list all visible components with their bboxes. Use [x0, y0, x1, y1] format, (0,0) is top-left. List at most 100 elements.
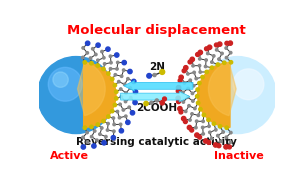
Circle shape [225, 126, 228, 129]
Circle shape [196, 53, 200, 57]
Circle shape [198, 81, 201, 85]
Circle shape [83, 126, 87, 129]
Circle shape [119, 129, 124, 133]
Circle shape [129, 87, 132, 89]
Circle shape [199, 71, 202, 73]
Circle shape [48, 67, 82, 101]
Circle shape [116, 68, 118, 70]
Circle shape [126, 120, 130, 125]
Circle shape [179, 110, 183, 114]
Circle shape [195, 77, 197, 80]
Circle shape [207, 118, 210, 122]
Circle shape [212, 122, 216, 125]
Circle shape [103, 63, 106, 65]
Circle shape [198, 64, 201, 67]
Circle shape [177, 100, 181, 104]
Circle shape [129, 97, 132, 99]
Circle shape [230, 131, 232, 134]
Circle shape [102, 141, 106, 145]
Circle shape [186, 96, 189, 98]
Circle shape [179, 75, 183, 79]
Circle shape [192, 100, 194, 102]
Circle shape [111, 136, 115, 140]
Wedge shape [198, 63, 230, 127]
Circle shape [93, 130, 96, 132]
Text: Inactive: Inactive [214, 150, 264, 160]
Circle shape [107, 122, 109, 125]
Circle shape [211, 137, 213, 140]
Circle shape [194, 107, 196, 110]
Circle shape [189, 119, 191, 121]
Circle shape [205, 59, 207, 61]
FancyArrow shape [124, 81, 193, 91]
Circle shape [113, 84, 117, 87]
Circle shape [187, 125, 192, 130]
Circle shape [207, 52, 209, 55]
Text: Reversing catalytic activity: Reversing catalytic activity [76, 137, 237, 147]
Circle shape [92, 144, 96, 148]
Text: 2N: 2N [149, 62, 165, 72]
Circle shape [113, 123, 115, 126]
Circle shape [189, 79, 192, 81]
Circle shape [118, 116, 121, 119]
Circle shape [81, 145, 85, 149]
Circle shape [190, 57, 194, 61]
Circle shape [86, 52, 88, 54]
Circle shape [191, 92, 194, 95]
Circle shape [183, 82, 186, 84]
Circle shape [113, 103, 117, 107]
Circle shape [132, 79, 136, 84]
Circle shape [109, 55, 112, 57]
Circle shape [86, 141, 89, 143]
Circle shape [82, 56, 84, 59]
Circle shape [153, 74, 156, 77]
Circle shape [96, 123, 99, 126]
Circle shape [37, 57, 114, 134]
Circle shape [229, 141, 232, 143]
Circle shape [181, 116, 186, 121]
Circle shape [182, 91, 184, 94]
Circle shape [222, 131, 224, 133]
Wedge shape [84, 63, 116, 127]
Circle shape [202, 113, 206, 117]
Circle shape [101, 50, 103, 53]
Circle shape [211, 61, 213, 63]
Circle shape [90, 136, 93, 138]
Circle shape [115, 53, 119, 57]
Circle shape [228, 145, 231, 149]
Circle shape [106, 129, 109, 131]
Circle shape [229, 61, 233, 64]
Circle shape [178, 107, 182, 111]
Text: Active: Active [50, 150, 89, 160]
Text: Molecular displacement: Molecular displacement [67, 24, 246, 37]
Circle shape [184, 66, 188, 70]
Circle shape [208, 125, 210, 127]
Circle shape [199, 108, 202, 111]
Circle shape [119, 103, 121, 106]
Circle shape [187, 87, 189, 90]
Circle shape [103, 57, 105, 59]
Circle shape [192, 84, 195, 87]
Circle shape [130, 111, 135, 115]
Circle shape [133, 90, 138, 94]
Circle shape [105, 136, 107, 138]
Circle shape [91, 48, 94, 50]
Circle shape [220, 140, 222, 143]
Circle shape [124, 100, 127, 103]
Circle shape [114, 97, 118, 100]
Circle shape [155, 99, 159, 102]
Circle shape [128, 106, 130, 108]
Circle shape [102, 119, 105, 123]
Circle shape [207, 45, 212, 50]
Circle shape [218, 125, 222, 128]
Circle shape [222, 61, 226, 64]
Circle shape [197, 114, 200, 117]
Circle shape [113, 130, 115, 132]
Circle shape [196, 101, 200, 105]
Circle shape [196, 120, 198, 122]
Circle shape [191, 113, 193, 115]
Circle shape [110, 61, 112, 64]
Circle shape [195, 133, 199, 137]
Circle shape [209, 131, 211, 134]
Circle shape [188, 105, 190, 107]
